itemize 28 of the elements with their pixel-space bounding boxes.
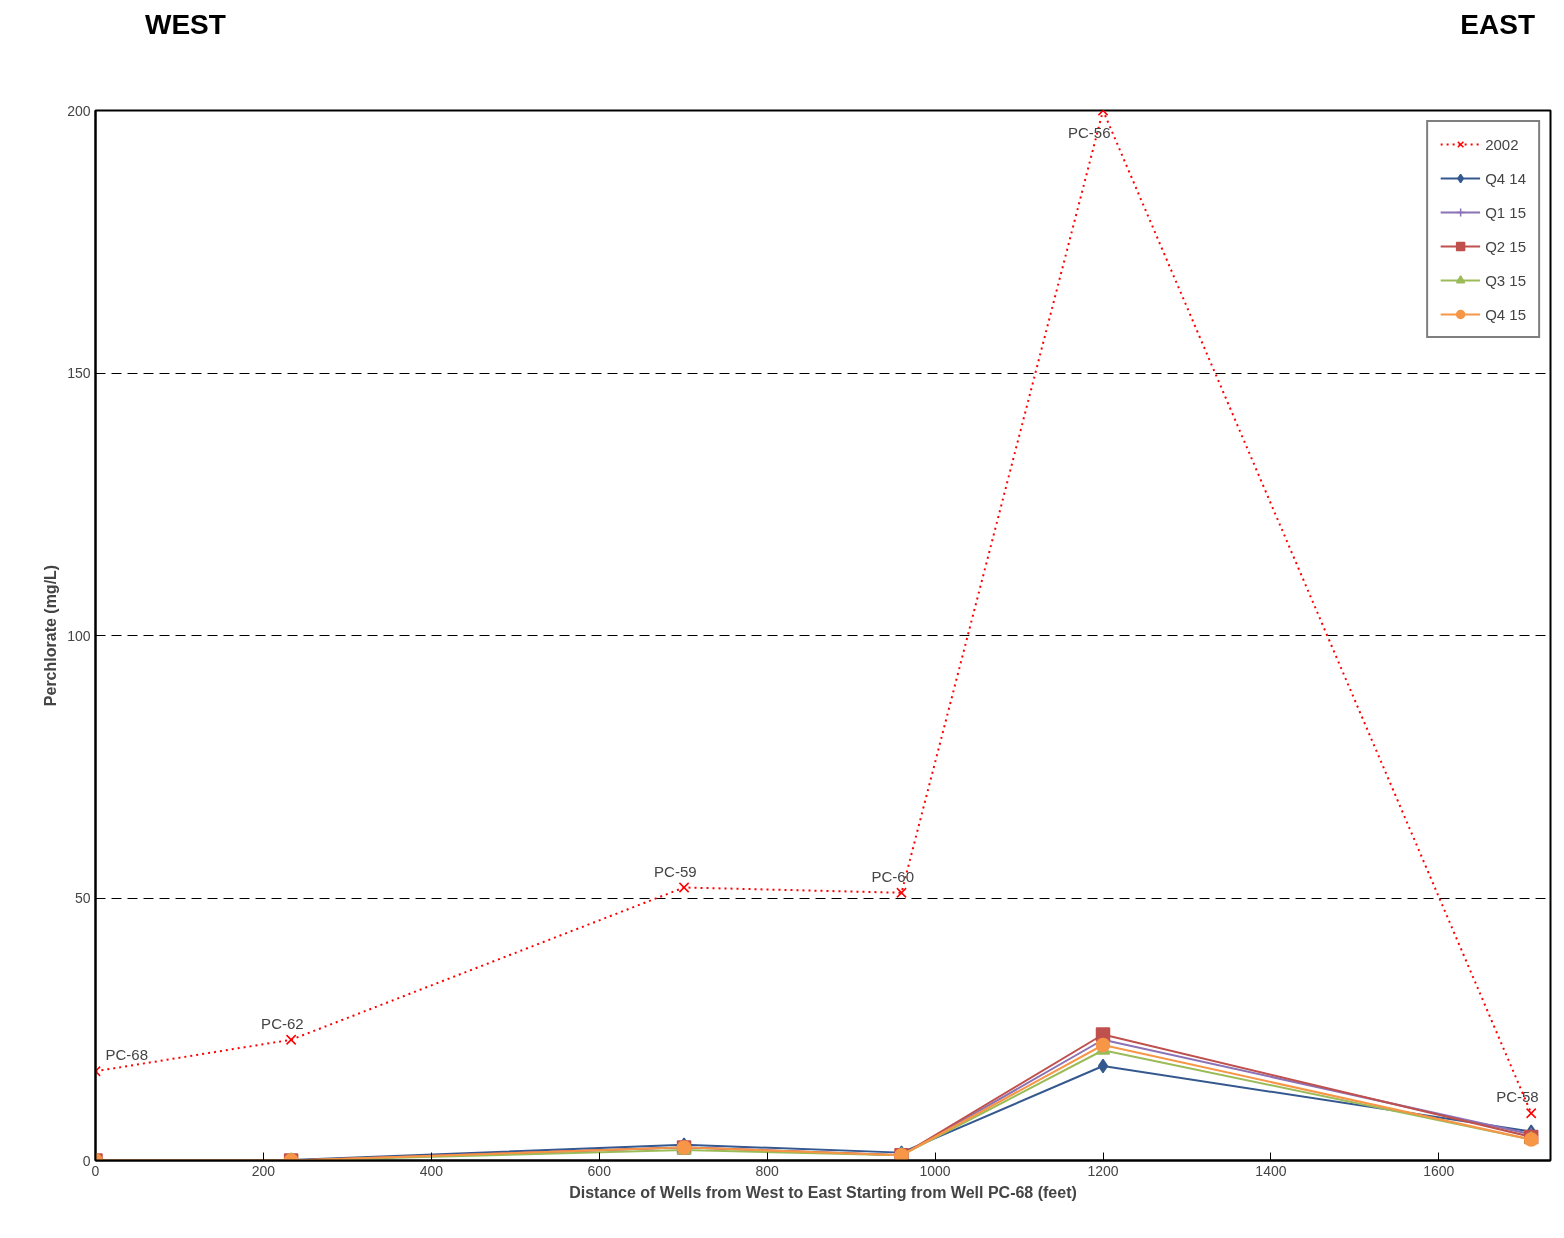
y-tick-label: 200 bbox=[67, 102, 91, 119]
x-tick-label: 600 bbox=[587, 1162, 612, 1179]
x-axis-title: Distance of Wells from West to East Starting from Well PC-68 (feet) bbox=[569, 1183, 1077, 1201]
x-tick-label: 800 bbox=[755, 1162, 780, 1179]
text: WEST bbox=[145, 8, 226, 42]
y-axis-title: Perchlorate (mg/L) bbox=[42, 564, 60, 707]
annotation: PC-62 bbox=[261, 1014, 304, 1032]
x-tick-label: 1400 bbox=[1255, 1162, 1287, 1179]
x-tick-label: 1000 bbox=[919, 1162, 951, 1179]
legend-label: Q2 15 bbox=[1485, 237, 1526, 255]
annotation: PC-58 bbox=[1496, 1088, 1539, 1106]
legend-label: Q3 15 bbox=[1485, 271, 1526, 289]
legend-label: Q4 15 bbox=[1485, 305, 1526, 323]
annotation: PC-59 bbox=[654, 862, 697, 880]
annotation: PC-68 bbox=[105, 1046, 149, 1064]
x-tick-label: 1200 bbox=[1087, 1162, 1119, 1179]
legend-label: Q1 15 bbox=[1485, 203, 1526, 221]
x-tick-label: 200 bbox=[251, 1162, 276, 1179]
y-tick-label: 50 bbox=[74, 890, 91, 906]
y-tick-label: 150 bbox=[67, 365, 91, 381]
y-tick-label: 100 bbox=[67, 627, 91, 644]
x-tick-label: 400 bbox=[419, 1162, 444, 1179]
text: EAST bbox=[1460, 8, 1535, 42]
annotation: PC-56 bbox=[1068, 123, 1111, 141]
legend-label: Q4 14 bbox=[1485, 169, 1526, 187]
annotation: PC-60 bbox=[871, 867, 915, 885]
x-tick-label: 1600 bbox=[1423, 1162, 1455, 1179]
legend-label: 2002 bbox=[1485, 135, 1519, 153]
